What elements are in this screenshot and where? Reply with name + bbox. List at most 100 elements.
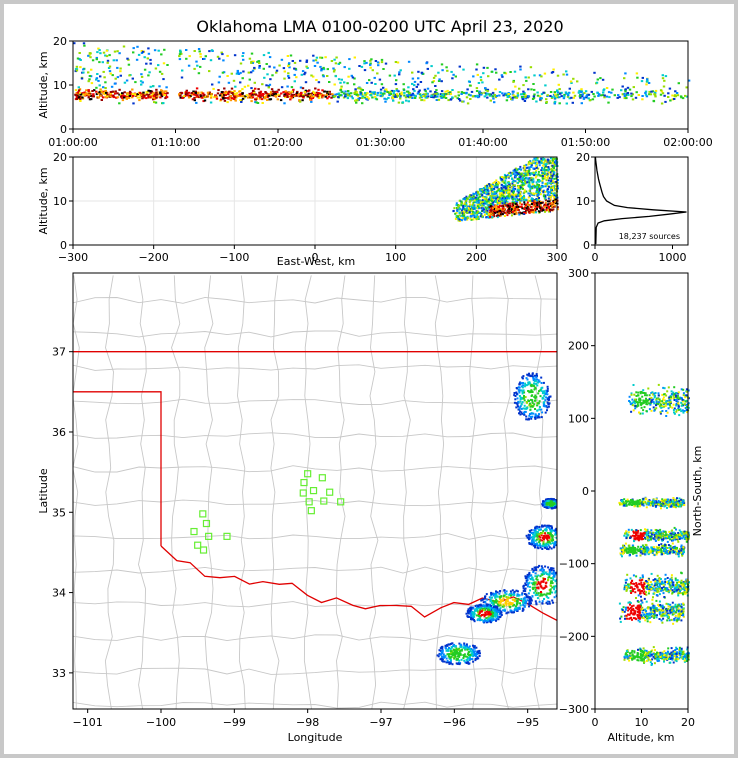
storm-source-cell	[549, 570, 551, 573]
ew-source-cell	[470, 205, 473, 208]
storm-source-cell	[545, 526, 548, 529]
time-source-cell	[258, 66, 261, 69]
storm-source-cell	[558, 586, 560, 588]
ew-source-cell	[550, 185, 553, 188]
storm-source-cell	[537, 587, 540, 590]
time-source-cell	[587, 97, 590, 100]
time-source-cell	[258, 93, 261, 96]
time-source-cell	[623, 77, 626, 80]
ew-source-cell	[469, 217, 472, 220]
time-source-cell	[326, 90, 329, 93]
time-source-cell	[91, 59, 95, 62]
time-source-cell	[556, 74, 560, 77]
ew-source-cell	[481, 188, 484, 191]
time-source-cell	[85, 89, 88, 92]
time-source-cell	[131, 96, 134, 99]
time-source-cell	[145, 97, 148, 100]
ew-source-cell	[495, 208, 497, 211]
ew-source-cell	[527, 204, 530, 207]
time-source-cell	[404, 96, 408, 99]
storm-source-cell	[548, 396, 551, 399]
time-source-cell	[284, 96, 287, 99]
storm-source-cell	[559, 537, 561, 539]
ew-source-cell	[458, 207, 461, 210]
ew-source-cell	[469, 200, 472, 203]
ew-source-cell	[541, 208, 544, 211]
time-source-cell	[250, 100, 253, 103]
ew-source-cell	[535, 169, 538, 172]
ew-source-cell	[530, 162, 533, 165]
time-source-cell	[319, 65, 322, 68]
ew-source-cell	[549, 173, 552, 176]
time-source-cell	[203, 99, 207, 102]
storm-source-cell	[503, 594, 506, 597]
ew-source-cell	[542, 161, 545, 164]
storm-source-cell	[475, 655, 477, 658]
time-source-cell	[239, 93, 242, 96]
time-source-cell	[301, 70, 305, 73]
time-source-cell	[570, 96, 573, 99]
ew-source-cell	[467, 206, 470, 209]
ew-source-cell	[547, 168, 550, 171]
storm-source-cell	[533, 380, 536, 383]
time-source-cell	[538, 74, 542, 77]
storm-source-cell	[459, 653, 462, 656]
time-source-cell	[114, 90, 117, 93]
ew-source-cell	[523, 164, 526, 167]
time-source-cell	[145, 93, 149, 96]
storm-source-cell	[500, 600, 503, 603]
time-source-cell	[565, 70, 568, 73]
storm-source-cell	[520, 598, 523, 600]
ew-source-cell	[550, 177, 553, 180]
ew-source-cell	[519, 178, 522, 180]
storm-source-cell	[547, 532, 549, 534]
time-source-cell	[81, 92, 84, 95]
ew-xtick-label: −100	[219, 251, 249, 264]
ew-source-cell	[524, 211, 527, 214]
storm-source-cell	[528, 372, 530, 375]
time-source-cell	[87, 54, 90, 57]
time-source-cell	[166, 92, 169, 95]
storm-source-cell	[453, 643, 456, 646]
storm-source-cell	[528, 605, 530, 608]
storm-source-cell	[544, 543, 547, 546]
time-source-cell	[378, 78, 382, 81]
time-source-cell	[392, 99, 395, 102]
ew-source-cell	[472, 207, 474, 210]
ew-source-cell	[519, 211, 522, 214]
time-source-cell	[162, 78, 165, 81]
time-source-cell	[222, 97, 225, 100]
storm-source-cell	[515, 391, 518, 394]
time-source-cell	[290, 86, 294, 89]
storm-source-cell	[528, 382, 531, 385]
ew-source-cell	[491, 202, 494, 205]
storm-source-cell	[528, 600, 531, 603]
storm-source-cell	[467, 652, 470, 655]
storm-source-cell	[553, 542, 556, 545]
storm-source-cell	[508, 601, 511, 604]
ew-source-cell	[461, 213, 464, 216]
time-source-cell	[100, 91, 103, 93]
time-source-cell	[326, 93, 330, 96]
ew-source-cell	[544, 198, 547, 201]
time-source-cell	[342, 92, 346, 95]
storm-source-cell	[532, 537, 535, 540]
storm-source-cell	[526, 573, 529, 576]
storm-source-cell	[496, 610, 499, 613]
ew-source-cell	[485, 207, 488, 210]
storm-source-cell	[454, 653, 457, 656]
time-source-cell	[361, 89, 364, 91]
storm-source-cell	[463, 646, 466, 649]
ew-source-cell	[554, 185, 557, 188]
time-source-cell	[514, 85, 517, 88]
time-source-cell	[486, 66, 489, 69]
time-source-cell	[241, 97, 245, 100]
ew-source-cell	[550, 182, 553, 185]
time-source-cell	[92, 93, 95, 96]
ew-source-cell	[500, 198, 503, 201]
ew-xtick-label: 0	[312, 251, 319, 264]
ew-source-cell	[523, 166, 526, 169]
time-source-cell	[197, 72, 201, 75]
storm-source-cell	[520, 403, 523, 405]
time-source-cell	[93, 89, 96, 92]
